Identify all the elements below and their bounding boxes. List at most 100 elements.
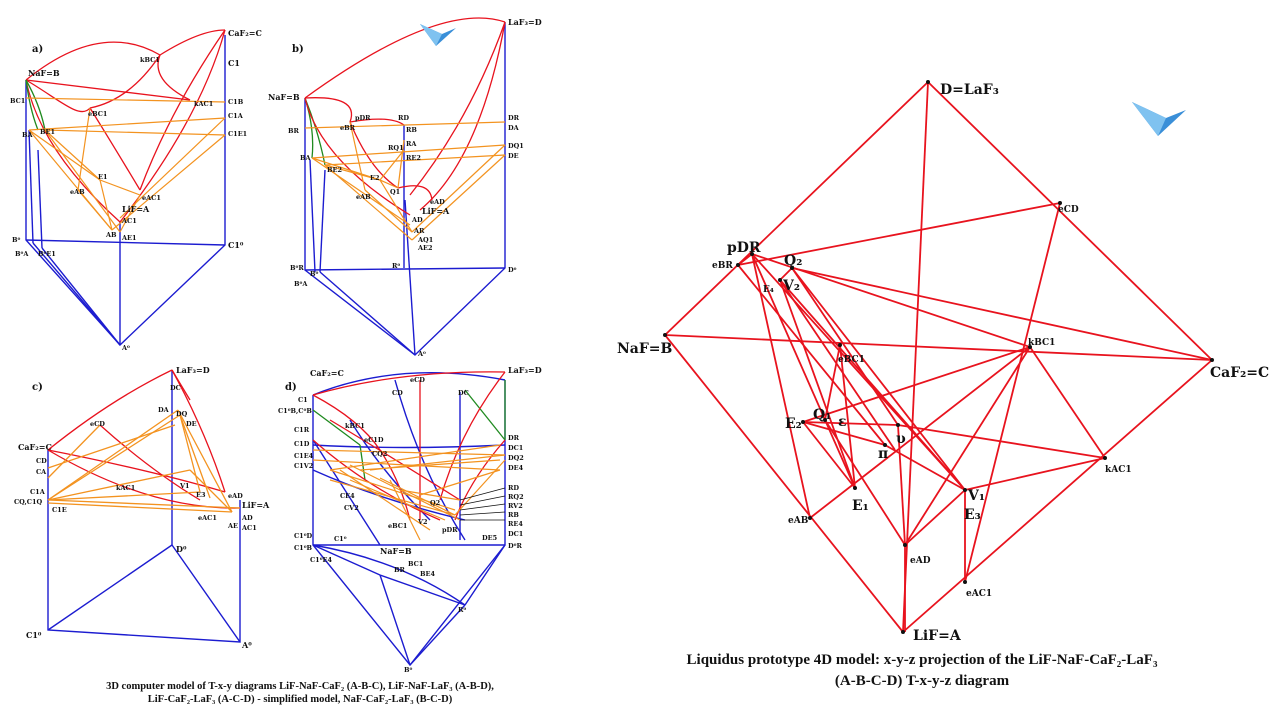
label-r-lif: LiF=A — [913, 628, 962, 644]
label-d-br: BR — [394, 566, 405, 574]
panel-d: d) — [278, 365, 542, 674]
label-d-re4: RE4 — [508, 520, 523, 528]
label-d-c1d: C1D — [294, 440, 310, 448]
right-caption-line1: Liquidus prototype 4D model: x-y-z proje… — [686, 652, 1158, 668]
label-d-dr: DR — [508, 434, 520, 442]
label-a-c1: C1 — [228, 58, 240, 68]
label-c-ca: CA — [36, 468, 47, 476]
label-b-laf3: LaF₃=D — [508, 17, 542, 27]
label-d-caf2: CaF₂=C — [310, 368, 344, 378]
label-a-ae1: AE1 — [121, 234, 137, 242]
label-a-ab: AB — [105, 231, 117, 239]
label-b-ad: AD — [411, 216, 423, 224]
label-d-b0: B⁰ — [404, 666, 412, 674]
label-c-d0: D⁰ — [176, 544, 187, 554]
label-c-ac1: AC1 — [241, 524, 257, 532]
label-r-e2: E₂ — [785, 416, 802, 432]
label-r-naf: NaF=B — [617, 341, 673, 357]
label-b-b0: B⁰ — [310, 270, 318, 278]
label-c-ecd: eCD — [90, 420, 105, 428]
label-b-b0r: B⁰R — [290, 264, 304, 272]
label-r-q2: Q₂ — [784, 253, 802, 269]
label-d-cv2: CV2 — [344, 504, 359, 512]
label-a-c10: C1⁰ — [228, 240, 244, 250]
right-diagram: D=LaF₃ NaF=B CaF₂=C LiF=A eCD pDR eBR Q₂… — [600, 0, 1286, 713]
label-a-ba: BA — [22, 131, 33, 139]
projection-points — [663, 80, 1214, 634]
label-d-ecd: eCD — [410, 376, 425, 384]
label-d-rq2: RQ2 — [508, 493, 524, 501]
label-r-v2: V₂ — [782, 278, 800, 294]
label-c-lif: LiF=A — [242, 500, 270, 510]
label-a-eac1: eAC1 — [142, 194, 161, 202]
label-b-re2: RE2 — [406, 154, 421, 162]
label-b-d0: D⁰ — [508, 266, 517, 274]
left-diagrams: a) — [0, 0, 620, 713]
label-b-ead: eAD — [430, 198, 445, 206]
label-r-pi: π — [878, 446, 888, 462]
logo-icon — [420, 24, 456, 46]
label-c-ad: AD — [241, 514, 253, 522]
label-d-de4: DE4 — [508, 464, 524, 472]
label-a-eab: eAB — [70, 188, 85, 196]
label-r-v1: V₁ — [967, 488, 985, 504]
label-b-ar: AR — [413, 227, 425, 235]
label-b-br: BR — [288, 127, 299, 135]
label-d-laf3: LaF₃=D — [508, 365, 542, 375]
panel-b-label: b) — [292, 44, 304, 55]
panel-a: a) — [10, 28, 262, 352]
projection-lines — [664, 81, 1213, 633]
label-d-dc: DC — [458, 389, 469, 397]
label-r-eps: ε — [838, 414, 847, 430]
label-b-be2: BE2 — [327, 166, 342, 174]
label-r-kac1: kAC1 — [1105, 465, 1132, 475]
label-c-v1: V1 — [179, 482, 190, 490]
label-a-be1: BE1 — [40, 128, 55, 136]
label-d-dq2: DQ2 — [508, 454, 524, 462]
label-c-ae: AE — [227, 522, 238, 530]
label-a-c1e1: C1E1 — [228, 130, 247, 138]
panel-c-label: c) — [32, 382, 43, 393]
label-b-pdr: pDR — [355, 114, 371, 122]
label-d-c1e4: C1E4 — [294, 452, 314, 460]
left-caption: 3D computer model of T-x-y diagrams LiF-… — [20, 680, 580, 706]
label-r-eac1: eAC1 — [966, 589, 992, 599]
label-d-c1: C1 — [298, 396, 308, 404]
label-c-c1e: C1E — [52, 506, 67, 514]
label-d-ebc1: eBC1 — [388, 522, 407, 530]
label-d-rv2: RV2 — [508, 502, 523, 510]
label-c-c1a: C1A — [30, 488, 46, 496]
label-b-rd: RD — [398, 114, 409, 122]
label-b-ra: RA — [406, 140, 417, 148]
label-r-eab: eAB — [788, 516, 809, 526]
label-d-pdr: pDR — [442, 526, 458, 534]
panel-c: c) LaF₃=D — [14, 365, 270, 650]
panel-b: b) — [268, 17, 542, 358]
label-d-q2: Q2 — [430, 499, 440, 507]
label-a-caf2: CaF₂=C — [228, 28, 262, 38]
logo-icon — [1132, 102, 1186, 136]
label-d-c1r: C1R — [294, 426, 310, 434]
label-d-rd: RD — [508, 484, 519, 492]
label-b-r0: R⁰ — [392, 262, 400, 270]
label-a-kbc1: kBC1 — [140, 56, 160, 64]
label-b-b0a: B⁰A — [294, 280, 308, 288]
label-b-q1: Q1 — [390, 188, 400, 196]
label-c-da: DA — [158, 406, 170, 414]
panel-d-label: d) — [285, 382, 297, 393]
label-c-dc: DC — [170, 384, 181, 392]
label-b-aq1: AQ1 — [417, 236, 433, 244]
label-a-bc1: BC1 — [10, 97, 25, 105]
left-caption-line1: 3D computer model of T-x-y diagrams LiF-… — [106, 681, 494, 692]
projection-svg: D=LaF₃ NaF=B CaF₂=C LiF=A eCD pDR eBR Q₂… — [617, 80, 1269, 644]
label-r-pdr: pDR — [727, 240, 761, 256]
label-b-de: DE — [508, 152, 519, 160]
label-d-c1v2: C1V2 — [294, 462, 313, 470]
label-d-c10b: C1⁰B — [294, 544, 313, 552]
label-a-b0: B⁰ — [12, 236, 20, 244]
label-b-naf: NaF=B — [268, 92, 300, 102]
label-d-r0: R⁰ — [458, 606, 466, 614]
label-d-rb: RB — [508, 511, 519, 519]
label-b-a0: A⁰ — [417, 350, 426, 358]
label-d-dc1: DC1 — [508, 444, 523, 452]
